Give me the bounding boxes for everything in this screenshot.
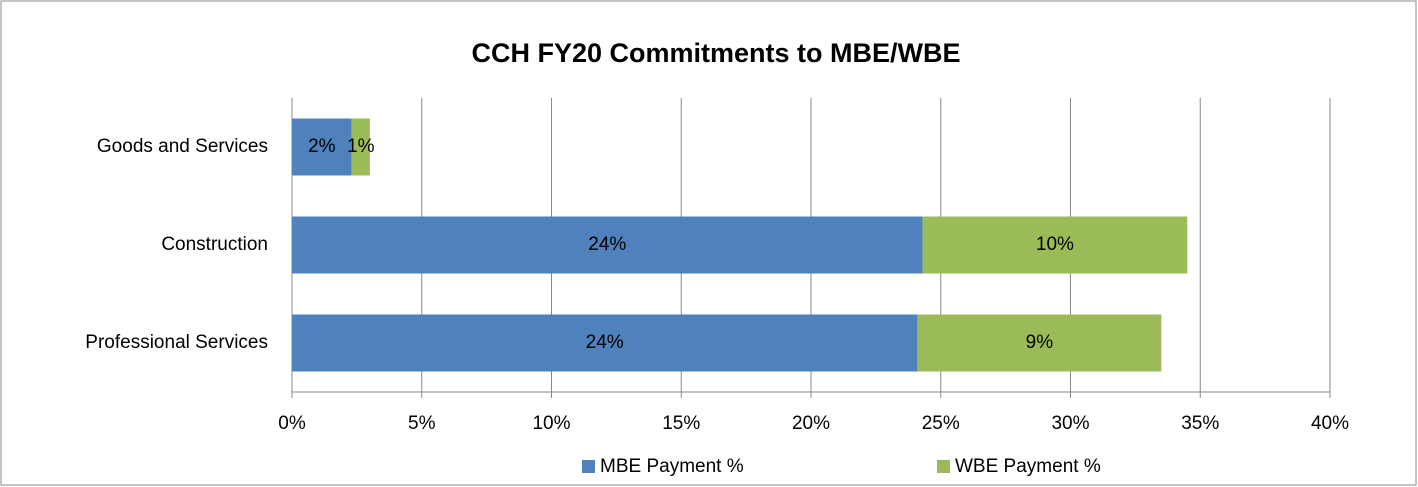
bar — [292, 314, 918, 372]
x-tick-label: 0% — [278, 413, 306, 434]
x-tick-label: 20% — [792, 413, 830, 434]
legend-label: WBE Payment % — [955, 456, 1101, 477]
x-tick-label: 40% — [1311, 413, 1349, 434]
bar — [292, 118, 352, 176]
data-label: 2% — [308, 136, 336, 157]
x-tick-label: 15% — [662, 413, 700, 434]
data-label: 1% — [347, 136, 375, 157]
x-tick-label: 30% — [1051, 413, 1089, 434]
legend-label: MBE Payment % — [600, 456, 744, 477]
data-label: 24% — [588, 234, 626, 255]
data-label: 10% — [1036, 234, 1074, 255]
legend-swatch — [582, 460, 595, 473]
legend-swatch — [937, 460, 950, 473]
y-tick-label: Construction — [161, 234, 268, 255]
y-tick-label: Professional Services — [85, 332, 268, 353]
data-label: 9% — [1026, 332, 1054, 353]
bar — [351, 118, 370, 176]
x-tick-label: 10% — [532, 413, 570, 434]
bar — [917, 314, 1162, 372]
y-tick-label: Goods and Services — [97, 136, 268, 157]
x-tick-label: 25% — [922, 413, 960, 434]
bar — [292, 216, 923, 274]
x-tick-label: 5% — [408, 413, 436, 434]
chart-title: CCH FY20 Commitments to MBE/WBE — [471, 38, 960, 68]
data-label: 24% — [586, 332, 624, 353]
x-tick-label: 35% — [1181, 413, 1219, 434]
bar — [922, 216, 1188, 274]
